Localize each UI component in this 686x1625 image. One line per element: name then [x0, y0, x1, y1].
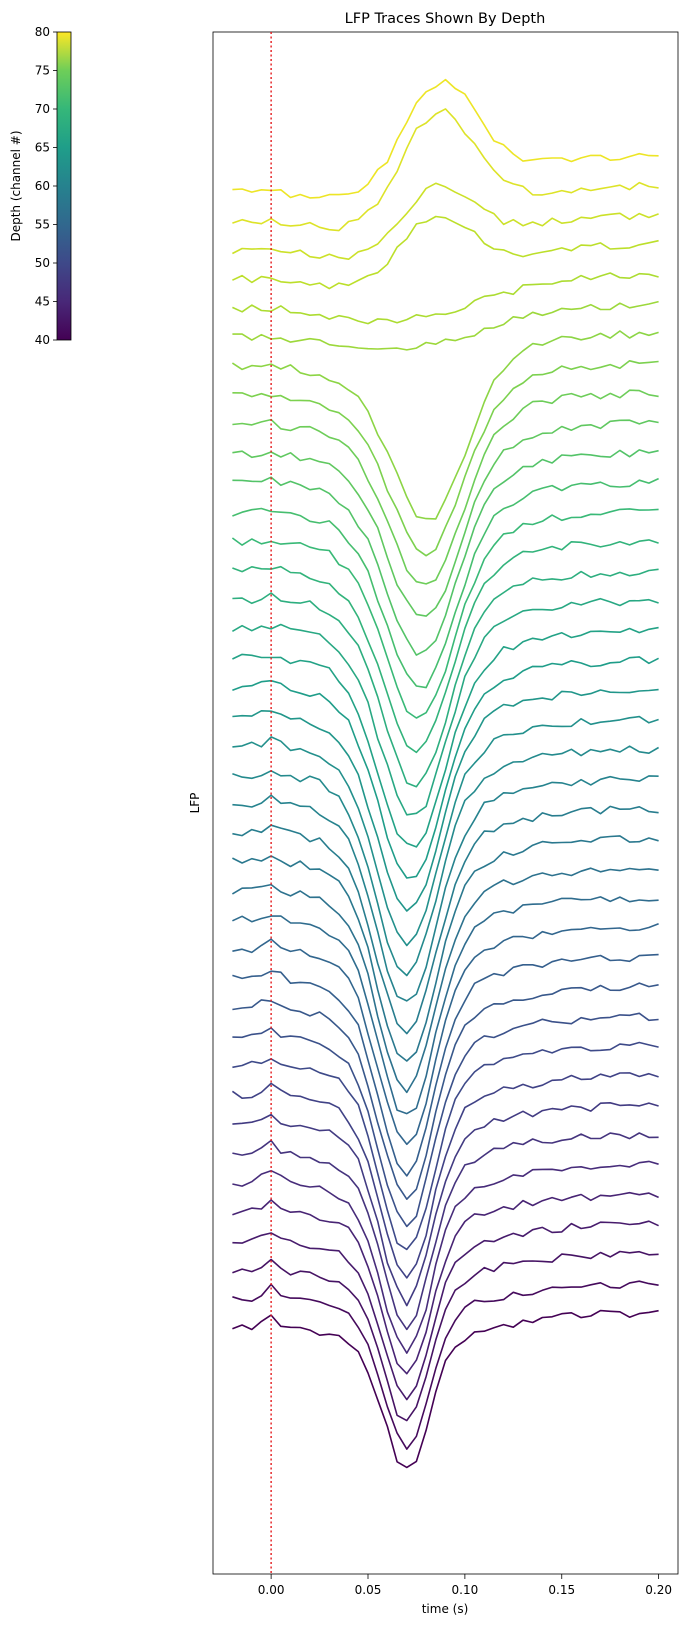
- colorbar-tick-label: 45: [35, 295, 50, 309]
- colorbar: 40 45 50 55 60 65 70 75 80 Depth (channel #): [9, 25, 72, 347]
- lfp-trace-channel-68: [232, 477, 659, 689]
- x-axis-label: time (s): [422, 1602, 469, 1616]
- lfp-trace-channel-52: [232, 953, 659, 1177]
- lfp-trace-channel-63: [232, 626, 659, 848]
- lfp-trace-channel-74: [232, 300, 659, 351]
- lfp-trace-channel-73: [231, 330, 659, 520]
- lfp-trace-channel-59: [232, 745, 660, 977]
- x-tick-label: 0.20: [645, 1583, 672, 1597]
- colorbar-tick-label: 75: [35, 64, 50, 78]
- axes-frame: [212, 31, 679, 1575]
- colorbar-label: Depth (channel #): [9, 130, 23, 241]
- lfp-trace-channel-55: [231, 867, 659, 1094]
- lfp-trace-channel-56: [232, 835, 659, 1062]
- trace-group: [231, 78, 660, 1469]
- lfp-trace-channel-67: [231, 508, 659, 719]
- lfp-trace-channel-45: [232, 1160, 659, 1354]
- lfp-trace-channel-60: [232, 715, 659, 947]
- lfp-trace-channel-51: [232, 982, 659, 1200]
- lfp-trace-channel-46: [232, 1132, 659, 1331]
- chart-title: LFP Traces Shown By Depth: [345, 11, 546, 27]
- lfp-trace-channel-41: [232, 1280, 659, 1450]
- lfp-trace-channel-77: [232, 182, 659, 260]
- lfp-trace-channel-42: [232, 1250, 659, 1422]
- plot-area: 0.00 0.05 0.10 0.15 0.20: [212, 31, 679, 1597]
- lfp-trace-channel-43: [232, 1220, 659, 1401]
- x-tick-label: 0.05: [355, 1583, 382, 1597]
- lfp-trace-channel-61: [232, 688, 659, 912]
- lfp-trace-channel-72: [232, 360, 659, 557]
- lfp-trace-channel-49: [232, 1041, 659, 1251]
- colorbar-gradient: [56, 31, 72, 341]
- colorbar-tick-label: 50: [35, 256, 50, 270]
- lfp-trace-channel-54: [232, 896, 659, 1115]
- lfp-trace-channel-53: [232, 922, 659, 1146]
- lfp-trace-channel-50: [232, 1012, 659, 1228]
- lfp-trace-channel-44: [232, 1191, 659, 1375]
- x-tick-label: 0.15: [548, 1583, 575, 1597]
- lfp-trace-channel-47: [232, 1102, 659, 1307]
- colorbar-tick-label: 60: [35, 179, 50, 193]
- lfp-trace-channel-40: [232, 1309, 659, 1469]
- lfp-trace-channel-65: [232, 568, 659, 788]
- colorbar-tick-label: 55: [35, 218, 50, 232]
- colorbar-tick-label: 80: [35, 25, 50, 39]
- colorbar-ticks: 40 45 50 55 60 65 70 75 80: [35, 25, 57, 347]
- lfp-trace-channel-70: [232, 419, 659, 617]
- lfp-trace-channel-69: [232, 449, 659, 656]
- lfp-trace-channel-78: [232, 108, 659, 232]
- x-tick-label: 0.00: [258, 1583, 285, 1597]
- colorbar-tick-label: 70: [35, 102, 50, 116]
- colorbar-tick-label: 65: [35, 141, 50, 155]
- y-axis-label: LFP: [188, 793, 202, 814]
- lfp-trace-channel-71: [232, 389, 659, 585]
- lfp-trace-channel-76: [232, 215, 659, 290]
- x-axis-ticks: 0.00 0.05 0.10 0.15 0.20: [258, 1574, 672, 1597]
- lfp-trace-channel-66: [232, 539, 659, 754]
- lfp-trace-channel-62: [232, 656, 659, 879]
- lfp-trace-channel-48: [231, 1072, 659, 1279]
- lfp-trace-channel-64: [232, 597, 659, 816]
- colorbar-tick-label: 40: [35, 333, 50, 347]
- lfp-trace-channel-75: [232, 272, 659, 325]
- lfp-trace-channel-57: [232, 805, 659, 1035]
- lfp-trace-channel-58: [232, 775, 659, 1002]
- lfp-trace-channel-79: [232, 78, 659, 199]
- x-tick-label: 0.10: [452, 1583, 479, 1597]
